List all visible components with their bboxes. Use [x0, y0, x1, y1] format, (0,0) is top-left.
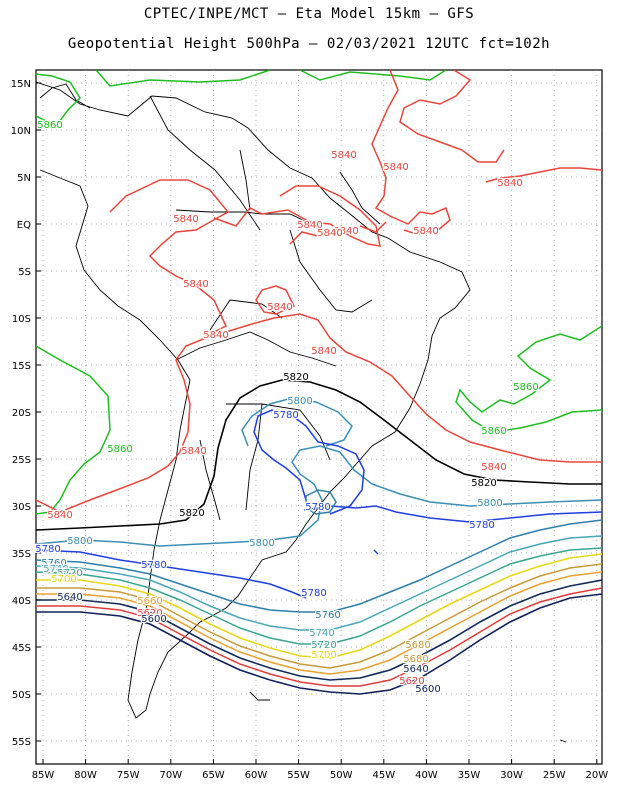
contour-value-label: 5860	[107, 444, 132, 455]
lon-tick-label: 35W	[458, 770, 481, 781]
contour-value-label: 5860	[37, 120, 62, 131]
contour-value-label: 5820	[179, 508, 204, 519]
contour-value-label: 5840	[311, 346, 336, 357]
lat-tick-label: 35S	[12, 549, 31, 560]
axis-ticks: 85W 80W 75W 70W 65W 60W 55W 50W 45W 40W 35W 30W 25W 2…	[11, 79, 608, 781]
lon-tick-label: 30W	[500, 770, 523, 781]
contour-value-label: 5780	[305, 502, 330, 513]
contour-value-label: 5760	[315, 610, 340, 621]
contour-5700	[36, 553, 602, 659]
lat-tick-label: 15N	[11, 79, 31, 90]
contour-value-label: 5760	[41, 558, 66, 569]
contour-value-label: 5840	[383, 162, 408, 173]
contour-5640	[36, 579, 602, 681]
contour-value-label: 5740	[309, 628, 334, 639]
contour-5800	[36, 397, 602, 547]
lat-tick-label: 50S	[12, 690, 31, 701]
contour-value-label: 5800	[249, 538, 274, 549]
contour-5600	[36, 593, 602, 695]
lat-tick-label: 10S	[12, 314, 31, 325]
contour-5620	[36, 587, 602, 687]
contour-5820	[36, 379, 602, 531]
lat-tick-label: 15S	[12, 361, 31, 372]
lon-tick-label: 60W	[245, 770, 268, 781]
lon-tick-label: 55W	[287, 770, 310, 781]
title-line-1: CPTEC/INPE/MCT – Eta Model 15km – GFS	[143, 6, 475, 22]
lat-tick-label: 5S	[18, 267, 31, 278]
contour-5780	[36, 409, 602, 599]
lon-tick-label: 75W	[117, 770, 140, 781]
contour-value-label: 5840	[267, 302, 292, 313]
lat-tick-label: 20S	[12, 408, 31, 419]
lat-tick-label: EQ	[17, 220, 31, 231]
contour-value-label: 5780	[469, 520, 494, 531]
title-line-2: Geopotential Height 500hPa – 02/03/2021 …	[67, 36, 551, 52]
lon-tick-label: 20W	[585, 770, 608, 781]
contour-value-label: 5800	[477, 498, 502, 509]
lon-tick-label: 85W	[32, 770, 55, 781]
contour-5720	[36, 547, 602, 645]
contour-5680	[36, 563, 602, 669]
contour-value-label: 5840	[203, 330, 228, 341]
lat-tick-label: 10N	[11, 126, 31, 137]
contour-5840	[36, 70, 602, 513]
coastlines	[36, 81, 567, 743]
lat-tick-label: 25S	[12, 455, 31, 466]
contour-value-label: 5680	[405, 640, 430, 651]
lat-tick-label: 45S	[12, 643, 31, 654]
contour-value-label: 5840	[481, 462, 506, 473]
lat-tick-label: 30S	[12, 502, 31, 513]
contour-value-label: 5620	[399, 676, 424, 687]
lon-tick-label: 45W	[372, 770, 395, 781]
contour-value-label: 5800	[67, 536, 92, 547]
contour-value-label: 5840	[297, 220, 322, 231]
contour-value-label: 5780	[301, 588, 326, 599]
contour-value-label: 5840	[181, 446, 206, 457]
contour-5760	[36, 489, 602, 613]
contour-value-label: 5700	[51, 574, 76, 585]
lon-tick-label: 40W	[415, 770, 438, 781]
lon-tick-label: 50W	[330, 770, 353, 781]
contour-value-label: 5820	[471, 478, 496, 489]
contour-value-label: 5780	[35, 544, 60, 555]
lon-tick-label: 25W	[543, 770, 566, 781]
contour-value-label: 5740	[43, 564, 68, 575]
contour-value-label: 5860	[481, 426, 506, 437]
contour-value-label: 5640	[403, 664, 428, 675]
contour-value-label: 5840	[183, 279, 208, 290]
contour-5860	[36, 70, 602, 515]
contour-value-label: 5840	[497, 178, 522, 189]
contour-value-label: 5840	[317, 228, 342, 239]
contour-value-label: 5720	[311, 640, 336, 651]
contour-value-label: 5720	[57, 568, 82, 579]
contour-value-label: 5640	[57, 592, 82, 603]
contour-value-label: 5600	[415, 684, 440, 695]
contour-5660	[36, 571, 602, 675]
contour-value-label: 5840	[413, 226, 438, 237]
contour-value-label: 5680	[403, 654, 428, 665]
lat-tick-label: 40S	[12, 596, 31, 607]
lat-tick-label: 5N	[17, 173, 31, 184]
lon-tick-label: 80W	[74, 770, 97, 781]
contour-labels: 5860586058605860584058405840584058405840…	[34, 119, 540, 697]
contour-value-label: 5620	[137, 608, 162, 619]
contour-5740	[36, 535, 602, 631]
contour-value-label: 5840	[333, 226, 358, 237]
contour-value-label: 5780	[141, 560, 166, 571]
contour-value-label: 5780	[273, 410, 298, 421]
contour-value-label: 5860	[513, 382, 538, 393]
contour-value-label: 5840	[173, 214, 198, 225]
contour-value-label: 5700	[311, 650, 336, 661]
contour-value-label: 5660	[137, 596, 162, 607]
lat-tick-label: 55S	[12, 737, 31, 748]
contour-value-label: 5820	[283, 372, 308, 383]
lon-tick-label: 70W	[159, 770, 182, 781]
lon-tick-label: 65W	[202, 770, 225, 781]
contour-value-label: 5840	[47, 510, 72, 521]
contour-value-label: 5800	[287, 396, 312, 407]
contour-value-label: 5600	[141, 614, 166, 625]
contour-value-label: 5840	[331, 150, 356, 161]
